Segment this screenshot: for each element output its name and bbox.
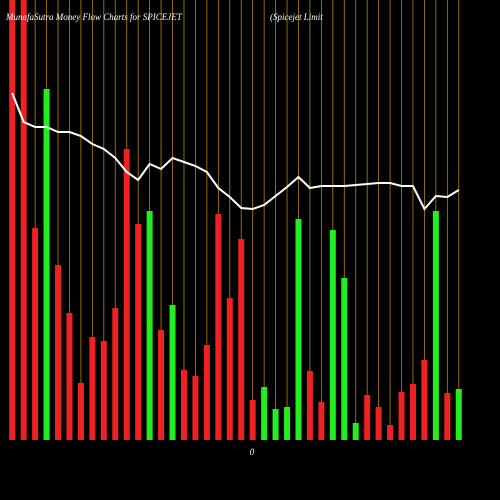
line-layer [11, 92, 460, 211]
bar [409, 384, 416, 440]
bar [123, 149, 130, 440]
bar [55, 265, 62, 440]
bar [306, 371, 313, 440]
bar [9, 0, 16, 440]
bar [444, 393, 451, 440]
bar [226, 298, 233, 440]
bar [135, 224, 142, 440]
chart-title: MunafaSutra Money Flow Charts for SPICEJ… [5, 12, 183, 22]
bar [318, 402, 325, 440]
bars [9, 0, 462, 440]
chart-subtitle: (Spicejet Limit [270, 12, 323, 22]
bar [100, 341, 107, 440]
annotation: 0 [250, 447, 255, 457]
bar [272, 409, 279, 440]
bar [112, 308, 119, 440]
bar [249, 400, 256, 440]
bar [169, 305, 176, 440]
bar [192, 376, 199, 440]
bar [20, 0, 27, 440]
bar [387, 425, 394, 440]
bar [180, 370, 187, 440]
bar [375, 407, 382, 440]
grid [11, 0, 460, 440]
bar [146, 211, 153, 440]
bar [43, 89, 50, 440]
bar [352, 423, 359, 440]
bar [364, 395, 371, 440]
bar [341, 278, 348, 440]
bar [238, 239, 245, 440]
bar [329, 230, 336, 440]
bar [66, 313, 73, 440]
bar [295, 219, 302, 440]
bar [421, 360, 428, 440]
bar [455, 389, 462, 440]
bar [398, 392, 405, 440]
bar [158, 330, 165, 440]
bar [203, 345, 210, 440]
bar [432, 211, 439, 440]
bar [284, 407, 291, 440]
bar [77, 383, 84, 440]
bar [261, 387, 268, 440]
bar [32, 228, 39, 440]
bar [215, 214, 222, 440]
money-flow-line [11, 92, 460, 211]
bar [89, 337, 96, 440]
